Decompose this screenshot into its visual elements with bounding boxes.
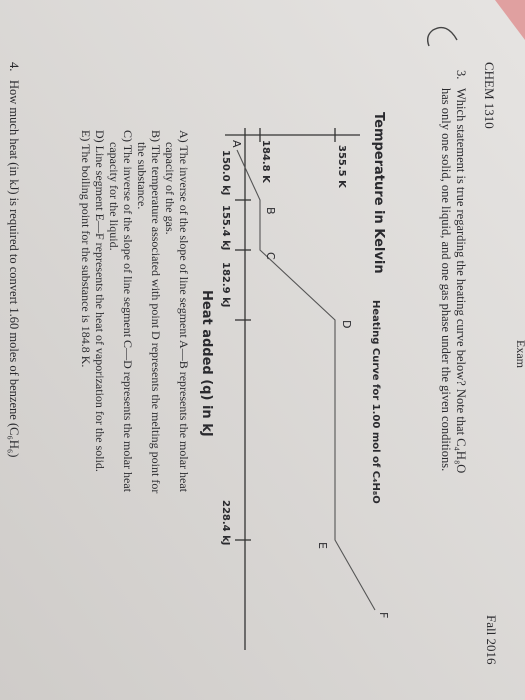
point-label: D (340, 320, 353, 328)
x-axis-label: Heat added (q) in kJ (199, 290, 214, 437)
option-text: capacity of the gas. (163, 142, 177, 235)
exam-title: Exam (514, 340, 525, 369)
option-text: the substance. (135, 142, 149, 209)
pen-mark (426, 26, 458, 47)
point-label: C (264, 252, 277, 260)
x-tick-label: 228.4 kJ (220, 500, 231, 545)
y-tick-label: 184.8 K (260, 140, 271, 184)
question-text: Which statement is true regarding the he… (454, 88, 468, 473)
option-text: B) The temperature associated with point… (149, 130, 163, 493)
question-text: How much heat (in kJ) is required to con… (7, 80, 21, 457)
y-tick-label: 355.5 K (336, 145, 347, 189)
point-label: F (377, 612, 390, 618)
option-text: C) The inverse of the slope of line segm… (121, 130, 135, 493)
course: CHEM 1310 (482, 62, 497, 129)
option-text: A) The inverse of the slope of line segm… (177, 130, 191, 493)
option-text: capacity for the liquid. (107, 142, 121, 251)
y-axis-label: Temperature in Kelvin (371, 112, 386, 274)
term: Fall 2016 (484, 615, 499, 665)
option-text: D) Line segment E—F represents the heat … (93, 130, 107, 472)
x-tick-label: 182.9 kJ (220, 262, 231, 307)
graph-title: Heating Curve for 1.00 mol of C₄H₈O (370, 300, 381, 504)
graph-axes (225, 128, 376, 650)
point-label: E (316, 542, 329, 549)
point-label: B (264, 207, 277, 215)
point-label: A (230, 140, 243, 148)
x-tick-label: 150.0 kJ (220, 150, 231, 195)
question-number: 3. (454, 70, 468, 79)
corner (495, 0, 525, 40)
option-text: E) The boiling point for the substance i… (79, 130, 93, 367)
question-text: has only one solid, one liquid, and one … (439, 88, 453, 471)
question-number: 4. (7, 62, 21, 71)
x-tick-label: 155.4 kJ (220, 205, 231, 250)
